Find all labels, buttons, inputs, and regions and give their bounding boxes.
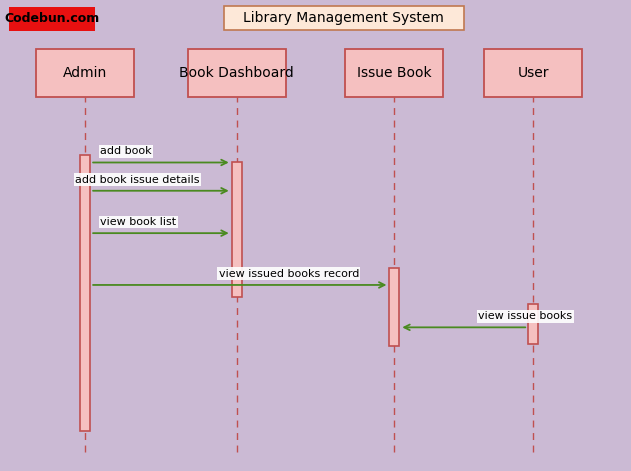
FancyBboxPatch shape xyxy=(346,49,444,97)
Text: Issue Book: Issue Book xyxy=(357,66,432,80)
FancyBboxPatch shape xyxy=(80,155,90,431)
Text: Codebun.com: Codebun.com xyxy=(4,12,100,25)
FancyBboxPatch shape xyxy=(188,49,286,97)
FancyBboxPatch shape xyxy=(389,268,399,346)
FancyBboxPatch shape xyxy=(485,49,582,97)
Text: view issue books: view issue books xyxy=(478,311,572,321)
Text: add book: add book xyxy=(100,146,152,156)
FancyBboxPatch shape xyxy=(528,304,538,344)
FancyBboxPatch shape xyxy=(232,162,242,297)
Text: view book list: view book list xyxy=(100,217,177,227)
FancyBboxPatch shape xyxy=(37,49,134,97)
FancyBboxPatch shape xyxy=(9,7,95,31)
Text: Library Management System: Library Management System xyxy=(244,11,444,25)
Text: Admin: Admin xyxy=(63,66,107,80)
Text: view issued books record: view issued books record xyxy=(219,269,359,279)
Text: Book Dashboard: Book Dashboard xyxy=(179,66,294,80)
Text: User: User xyxy=(517,66,549,80)
Text: add book issue details: add book issue details xyxy=(75,175,199,185)
FancyBboxPatch shape xyxy=(224,6,464,30)
